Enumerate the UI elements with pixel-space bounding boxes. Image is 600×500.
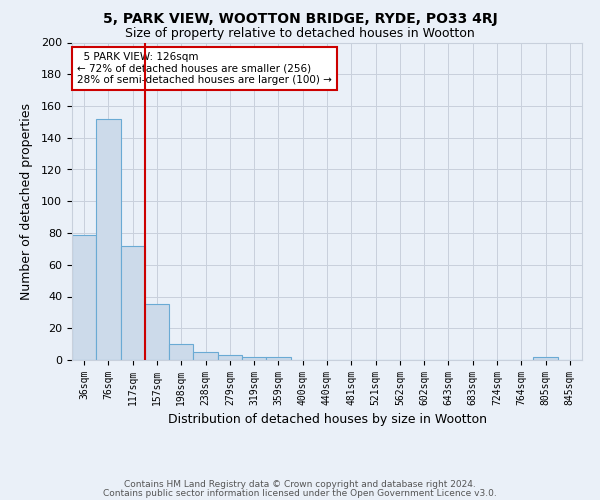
Bar	[218, 355, 242, 360]
Bar	[193, 352, 218, 360]
Bar	[266, 357, 290, 360]
Text: 5, PARK VIEW, WOOTTON BRIDGE, RYDE, PO33 4RJ: 5, PARK VIEW, WOOTTON BRIDGE, RYDE, PO33…	[103, 12, 497, 26]
Bar	[121, 246, 145, 360]
X-axis label: Distribution of detached houses by size in Wootton: Distribution of detached houses by size …	[167, 414, 487, 426]
Text: 5 PARK VIEW: 126sqm
← 72% of detached houses are smaller (256)
28% of semi-detac: 5 PARK VIEW: 126sqm ← 72% of detached ho…	[77, 52, 332, 85]
Bar	[169, 344, 193, 360]
Bar	[533, 357, 558, 360]
Text: Contains HM Land Registry data © Crown copyright and database right 2024.: Contains HM Land Registry data © Crown c…	[124, 480, 476, 489]
Bar	[145, 304, 169, 360]
Bar	[72, 234, 96, 360]
Text: Size of property relative to detached houses in Wootton: Size of property relative to detached ho…	[125, 28, 475, 40]
Text: Contains public sector information licensed under the Open Government Licence v3: Contains public sector information licen…	[103, 488, 497, 498]
Bar	[242, 357, 266, 360]
Bar	[96, 118, 121, 360]
Y-axis label: Number of detached properties: Number of detached properties	[20, 103, 33, 300]
